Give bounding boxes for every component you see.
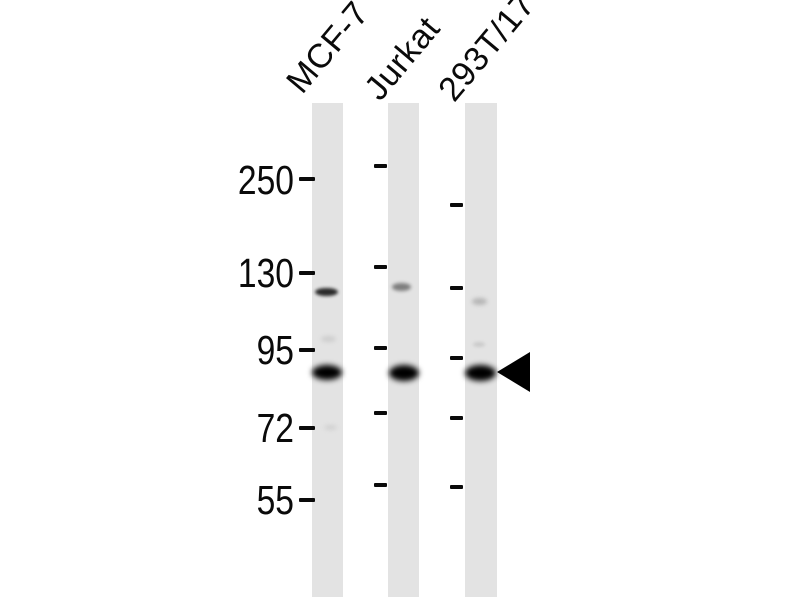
- mw-tick-95-lane3: [450, 356, 463, 360]
- mw-tick-95-lane1: [299, 348, 315, 352]
- mw-label-130: 130: [237, 250, 294, 296]
- mw-tick-250-lane2: [374, 164, 387, 168]
- mw-tick-55-lane1: [299, 498, 315, 502]
- band-mcf7-120kda: [315, 288, 338, 296]
- mw-tick-55-lane2: [374, 483, 387, 487]
- mw-tick-95-lane2: [374, 346, 387, 350]
- mw-label-55: 55: [256, 477, 294, 523]
- mw-tick-130-lane2: [374, 265, 387, 269]
- lane-strip-293t17: [465, 103, 497, 597]
- lane-strip-mcf7: [312, 103, 343, 597]
- mw-label-72: 72: [256, 405, 294, 451]
- mw-tick-130-lane1: [299, 271, 315, 275]
- mw-tick-72-lane3: [450, 416, 463, 420]
- mw-tick-250-lane3: [450, 203, 463, 207]
- band-293t17-115kda: [472, 298, 487, 305]
- lane-strip-jurkat: [388, 103, 419, 597]
- band-mcf7-88kda-main: [312, 365, 342, 380]
- band-mcf7-faint-95kda: [321, 336, 336, 342]
- band-jurkat-122kda: [392, 283, 411, 291]
- lane-label-293t17-text: 293T/17: [431, 0, 543, 109]
- mw-tick-72-lane2: [374, 411, 387, 415]
- band-293t17-faint-92kda: [473, 342, 485, 347]
- mw-label-95: 95: [256, 327, 294, 373]
- mw-tick-72-lane1: [299, 426, 315, 430]
- mw-tick-130-lane3: [450, 286, 463, 290]
- band-jurkat-88kda-main: [389, 365, 419, 381]
- band-pointer-arrowhead-icon: [497, 352, 530, 392]
- mw-label-250: 250: [237, 157, 294, 203]
- band-mcf7-faint-72kda: [324, 425, 337, 430]
- mw-tick-250-lane1: [299, 177, 315, 181]
- mw-tick-55-lane3: [450, 485, 463, 489]
- band-293t17-88kda-main: [465, 365, 496, 381]
